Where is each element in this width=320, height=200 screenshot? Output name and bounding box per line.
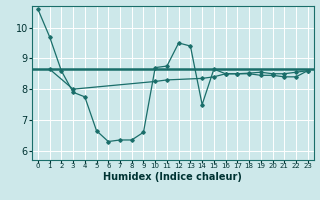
X-axis label: Humidex (Indice chaleur): Humidex (Indice chaleur) (103, 172, 242, 182)
